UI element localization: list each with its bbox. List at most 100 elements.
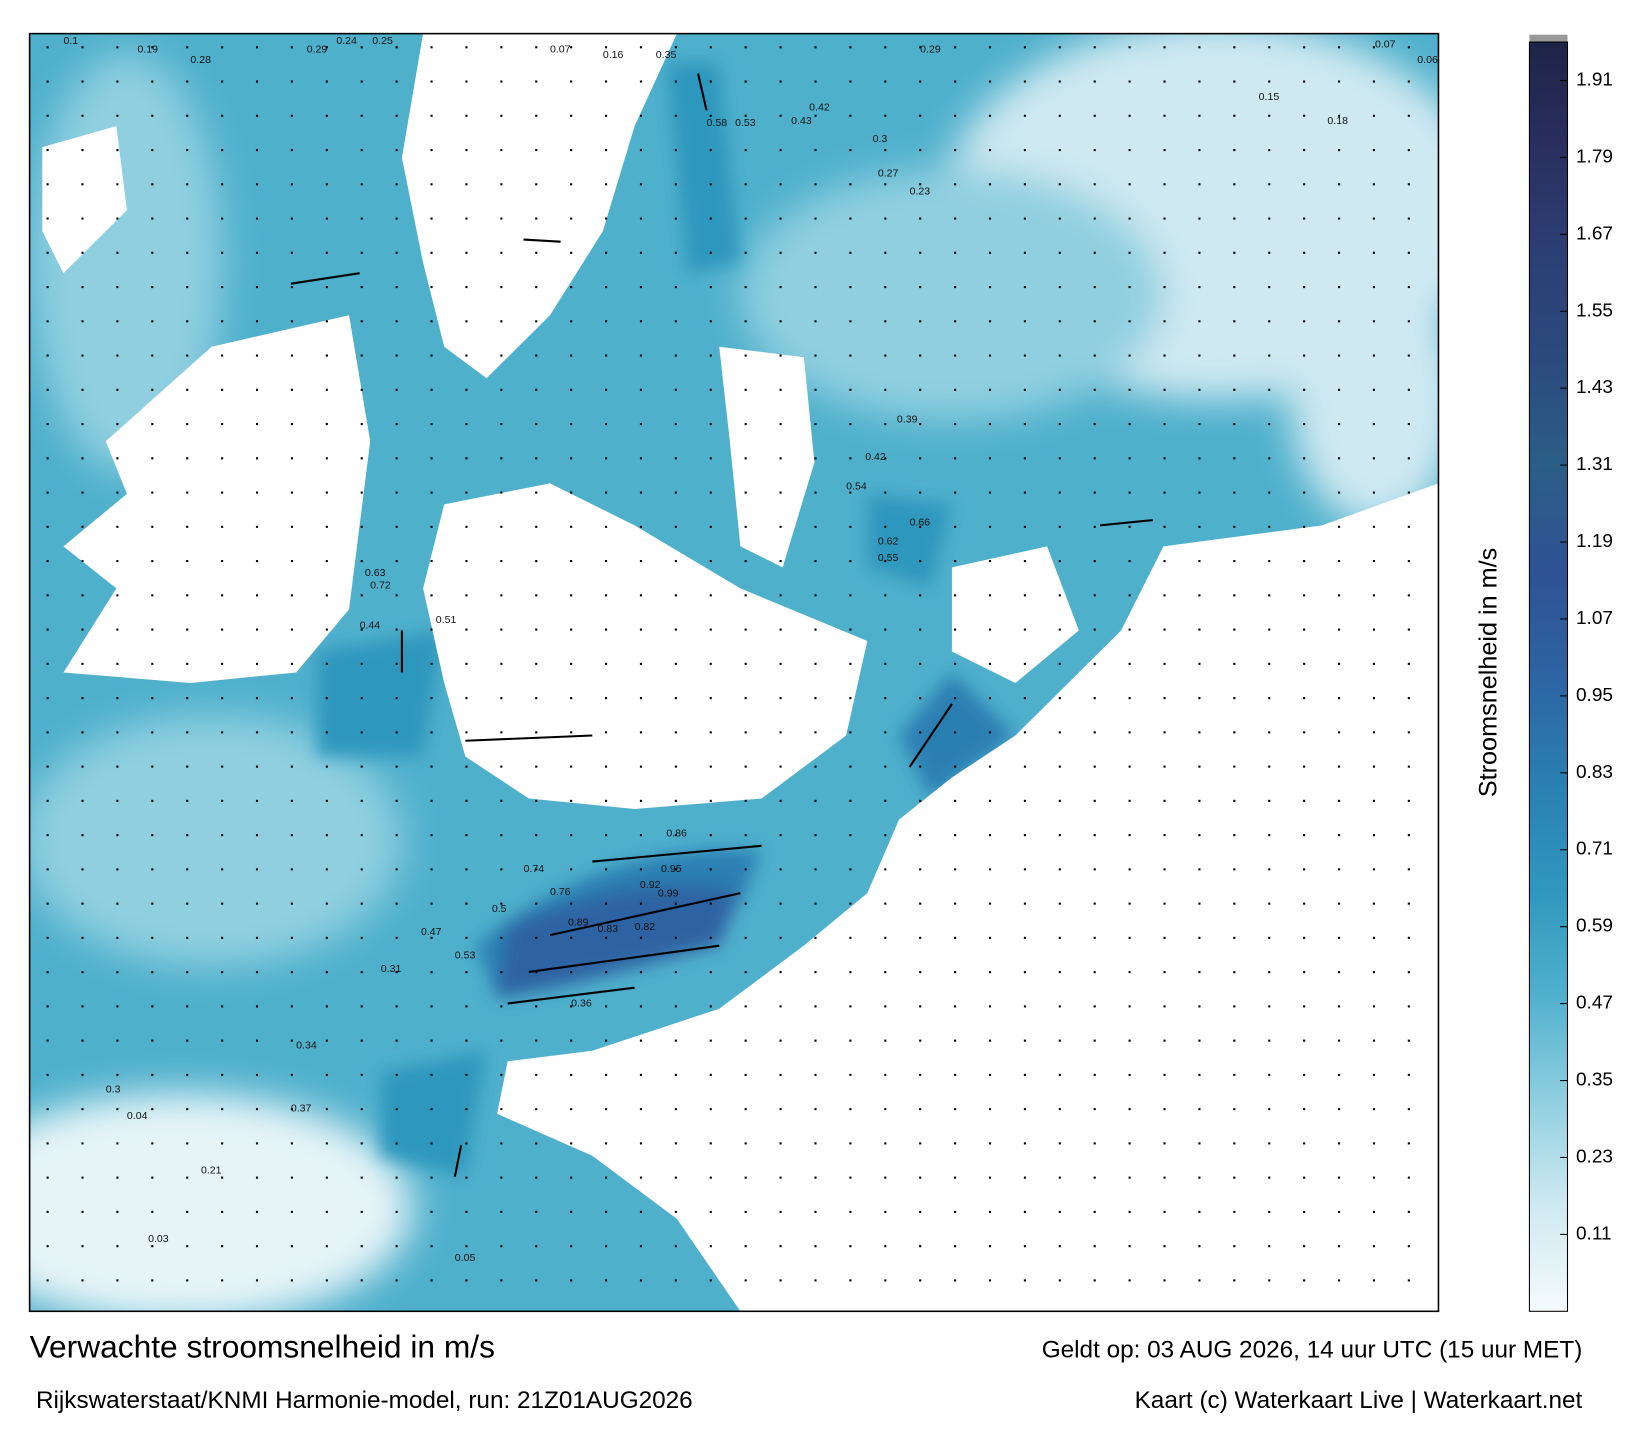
grid-dot <box>1372 560 1375 563</box>
grid-dot <box>779 628 782 631</box>
grid-dot <box>744 354 747 357</box>
grid-dot <box>954 731 957 734</box>
grid-dot <box>116 1108 119 1111</box>
grid-dot <box>360 936 363 939</box>
grid-dot <box>814 697 817 700</box>
grid-dot <box>116 46 119 49</box>
grid-dot <box>221 731 224 734</box>
grid-dot <box>1303 1245 1306 1248</box>
grid-dot <box>709 628 712 631</box>
grid-dot <box>849 560 852 563</box>
grid-dot <box>605 1210 608 1213</box>
grid-dot <box>465 1108 468 1111</box>
grid-dot <box>605 217 608 220</box>
grid-dot <box>1128 114 1131 117</box>
grid-dot <box>1163 662 1166 665</box>
grid-dot <box>1058 423 1061 426</box>
grid-dot <box>395 1176 398 1179</box>
grid-dot <box>535 354 538 357</box>
grid-dot <box>325 1108 328 1111</box>
grid-dot <box>116 1279 119 1282</box>
grid-dot <box>919 799 922 802</box>
grid-dot <box>151 1039 154 1042</box>
grid-dot <box>570 1210 573 1213</box>
grid-dot <box>46 902 49 905</box>
grid-dot <box>116 1039 119 1042</box>
grid-dot <box>151 525 154 528</box>
grid-dot <box>1163 1073 1166 1076</box>
grid-dot <box>500 286 503 289</box>
grid-dot <box>535 936 538 939</box>
grid-dot <box>605 1142 608 1145</box>
grid-dot <box>465 1005 468 1008</box>
grid-dot <box>814 834 817 837</box>
grid-dot <box>1303 491 1306 494</box>
grid-dot <box>605 971 608 974</box>
grid-dot <box>1093 423 1096 426</box>
grid-dot <box>954 354 957 357</box>
grid-dot <box>954 594 957 597</box>
grid-dot <box>1163 217 1166 220</box>
grid-dot <box>116 1073 119 1076</box>
grid-dot <box>1058 731 1061 734</box>
grid-dot <box>500 731 503 734</box>
grid-dot <box>500 525 503 528</box>
grid-dot <box>988 80 992 83</box>
grid-dot <box>1198 560 1201 563</box>
grid-dot <box>151 80 154 83</box>
grid-dot <box>954 697 957 700</box>
grid-dot <box>1303 868 1306 871</box>
grid-dot <box>674 868 677 871</box>
grid-dot <box>674 183 677 186</box>
grid-dot <box>395 217 398 220</box>
grid-dot <box>1023 560 1026 563</box>
grid-dot <box>290 799 293 802</box>
grid-dot <box>1128 902 1131 905</box>
grid-dot <box>954 114 957 117</box>
grid-dot <box>1198 217 1201 220</box>
grid-dot <box>465 731 468 734</box>
grid-dot <box>465 320 468 323</box>
grid-dot <box>884 868 887 871</box>
grid-dot <box>1303 834 1306 837</box>
grid-dot <box>744 148 747 152</box>
grid-dot <box>814 320 817 323</box>
grid-dot <box>605 560 608 563</box>
grid-dot <box>639 902 643 905</box>
grid-dot <box>255 1176 259 1179</box>
grid-dot <box>290 320 293 323</box>
grid-dot <box>360 1142 363 1145</box>
grid-dot <box>709 868 712 871</box>
grid-dot <box>1268 731 1271 734</box>
grid-dot <box>116 525 119 528</box>
grid-dot <box>500 1142 503 1145</box>
grid-dot <box>1128 971 1131 974</box>
grid-dot <box>1093 1176 1096 1179</box>
grid-dot <box>465 457 468 460</box>
grid-dot <box>535 423 538 426</box>
colorbar-tick-label: 1.19 <box>1576 531 1613 552</box>
grid-dot <box>1198 46 1201 49</box>
grid-dot <box>988 731 992 734</box>
grid-dot <box>954 1176 957 1179</box>
grid-dot <box>674 46 677 49</box>
grid-dot <box>884 320 887 323</box>
grid-dot <box>116 286 119 289</box>
grid-dot <box>884 799 887 802</box>
grid-dot <box>570 80 573 83</box>
grid-dot <box>919 46 922 49</box>
grid-dot <box>1198 354 1201 357</box>
grid-dot <box>639 731 643 734</box>
grid-dot <box>46 662 49 665</box>
grid-dot <box>849 1073 852 1076</box>
grid-dot <box>988 799 992 802</box>
grid-dot <box>1233 834 1236 837</box>
grid-dot <box>186 1142 189 1145</box>
grid-dot <box>46 560 49 563</box>
grid-dot <box>1198 320 1201 323</box>
grid-dot <box>919 148 922 152</box>
grid-dot <box>674 1245 677 1248</box>
grid-dot <box>1268 1039 1271 1042</box>
grid-dot <box>1233 1039 1236 1042</box>
